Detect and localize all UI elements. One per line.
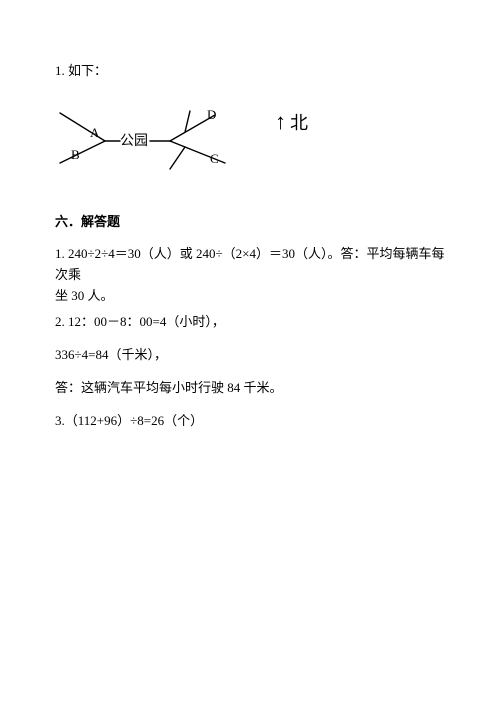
label-a: A (90, 125, 100, 140)
label-c: C (210, 151, 219, 166)
answer-q1-line1: 1. 240÷2÷4＝30（人）或 240÷（2×4）＝30（人）。答：平均每辆… (55, 244, 445, 286)
q2-text2: 336÷4=84（千米）， (55, 347, 167, 362)
diagram-line (170, 147, 185, 169)
section-title: 六．解答题 (55, 211, 445, 230)
north-text: 北 (290, 109, 308, 135)
answer-q1-line2: 坐 30 人。 (55, 286, 445, 307)
diagram-container: A B C D 公园 ↑ 北 (55, 101, 445, 191)
section-title-text: 六．解答题 (55, 214, 120, 229)
q1-text1: 1. 240÷2÷4＝30（人）或 240÷（2×4）＝30（人）。答：平均每辆… (55, 246, 445, 282)
q2-text1: 2. 12：00－8：00=4（小时）， (55, 314, 225, 329)
label-d: D (207, 107, 216, 122)
answer-q2-line2: 336÷4=84（千米）， (55, 345, 445, 366)
diagram-line (60, 141, 105, 163)
q3-text1: 3.（112+96）÷8=26（个） (55, 413, 203, 428)
answer-q2-line3: 答：这辆汽车平均每小时行驶 84 千米。 (55, 378, 445, 399)
label-center: 公园 (120, 134, 148, 149)
q1-text2: 坐 30 人。 (55, 288, 114, 303)
q2-text3: 答：这辆汽车平均每小时行驶 84 千米。 (55, 380, 283, 395)
north-indicator: ↑ 北 (275, 109, 308, 135)
intro-line: 1. 如下： (55, 60, 445, 79)
park-diagram: A B C D 公园 (55, 101, 255, 181)
answer-q2-line1: 2. 12：00－8：00=4（小时）， (55, 312, 445, 333)
intro-text: 1. 如下： (55, 63, 107, 78)
answer-q3-line1: 3.（112+96）÷8=26（个） (55, 411, 445, 432)
label-b: B (71, 147, 80, 162)
north-arrow-icon: ↑ (275, 111, 286, 133)
diagram-line (185, 111, 190, 132)
